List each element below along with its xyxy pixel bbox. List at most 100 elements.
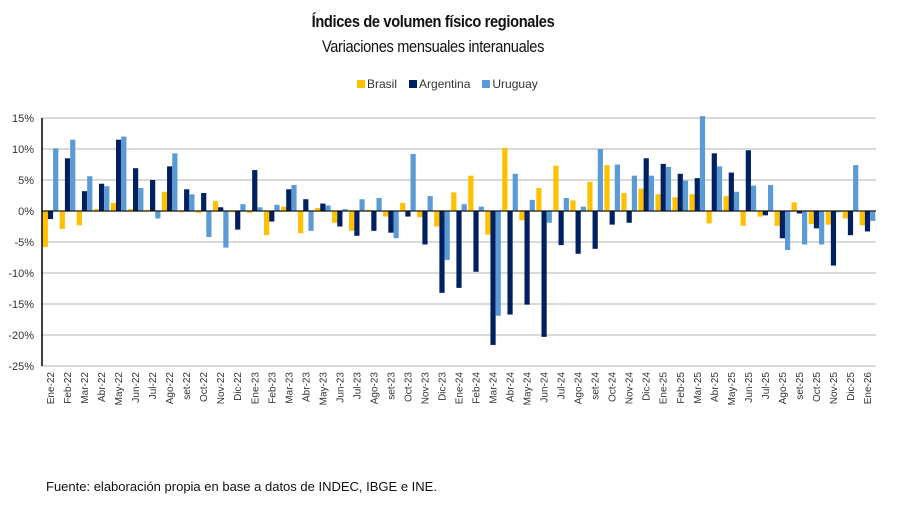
x-tick-label: Oct-23 xyxy=(403,372,414,402)
bar-argentina-set-24 xyxy=(592,211,598,249)
bar-argentina-dic-23 xyxy=(439,211,445,293)
bar-uruguay-may-24 xyxy=(529,199,535,211)
bar-uruguay-jul-24 xyxy=(563,197,569,211)
x-tick-label: Jul-25 xyxy=(761,372,772,400)
x-tick-label: Ago-24 xyxy=(574,372,585,405)
y-tick-label: 15% xyxy=(12,113,34,125)
x-tick-label: Abr-24 xyxy=(506,372,517,402)
x-tick-label: Nov-24 xyxy=(625,372,636,405)
chart-legend: Brasil Argentina Uruguay xyxy=(357,77,538,91)
x-tick-label: Feb-22 xyxy=(63,372,74,404)
bar-brasil-dic-24 xyxy=(638,188,644,211)
bar-argentina-ago-25 xyxy=(779,211,785,239)
x-tick-label: Dic-24 xyxy=(642,372,653,401)
bar-brasil-abr-24 xyxy=(502,147,508,211)
bar-brasil-jul-24 xyxy=(553,165,559,211)
bar-argentina-feb-22 xyxy=(64,158,71,211)
bar-brasil-nov-24 xyxy=(621,193,627,211)
bar-uruguay-oct-25 xyxy=(819,211,825,245)
bar-brasil-abr-25 xyxy=(706,211,712,224)
bar-argentina-ene-23 xyxy=(252,170,258,211)
bar-uruguay-ago-25 xyxy=(784,211,791,251)
x-tick-label: Jul-22 xyxy=(148,372,159,400)
bar-brasil-may-25 xyxy=(723,196,729,211)
bar-uruguay-set-24 xyxy=(597,149,603,211)
legend-swatch-uruguay xyxy=(482,80,491,88)
bar-brasil-ago-24 xyxy=(570,200,576,211)
bar-argentina-ago-23 xyxy=(371,211,377,231)
y-tick-label: -25% xyxy=(8,361,34,373)
bar-argentina-oct-24 xyxy=(609,211,615,225)
bar-argentina-dic-22 xyxy=(235,211,241,230)
bar-argentina-jul-24 xyxy=(558,211,564,246)
bar-brasil-set-23 xyxy=(383,211,389,217)
y-tick-label: -20% xyxy=(8,330,34,342)
bar-argentina-ene-24 xyxy=(456,211,462,288)
y-axis-ticks: 15% 10% 5% 0% -5% -10% -15% -20% -25% xyxy=(8,113,34,373)
bar-uruguay-set-25 xyxy=(802,211,808,245)
chart-subtitle: Variaciones mensuales interanuales xyxy=(321,37,545,56)
bar-argentina-ene-22 xyxy=(47,211,54,220)
legend-item-brasil: Brasil xyxy=(357,77,397,91)
bar-argentina-mar-24 xyxy=(490,211,496,345)
bar-uruguay-ene-25 xyxy=(665,166,672,211)
bar-brasil-ago-25 xyxy=(774,211,780,226)
bar-uruguay-oct-22 xyxy=(206,211,212,238)
bar-uruguay-feb-25 xyxy=(682,180,689,211)
bar-argentina-may-24 xyxy=(524,211,530,305)
bar-brasil-ene-24 xyxy=(451,192,457,211)
bar-uruguay-may-25 xyxy=(733,191,740,211)
bar-argentina-ago-24 xyxy=(575,211,581,254)
legend-swatch-brasil xyxy=(357,80,365,88)
bar-argentina-abr-22 xyxy=(98,183,105,211)
bar-argentina-abr-25 xyxy=(711,153,717,211)
bar-uruguay-may-23 xyxy=(325,205,331,211)
x-tick-label: set-25 xyxy=(795,372,806,400)
x-tick-label: Jul-24 xyxy=(557,372,568,400)
bar-uruguay-ene-23 xyxy=(257,207,263,211)
bar-brasil-ene-25 xyxy=(655,194,661,211)
bar-uruguay-dic-25 xyxy=(853,165,859,211)
x-tick-label: Ene-25 xyxy=(659,372,670,405)
x-tick-label: Nov-22 xyxy=(216,372,227,405)
bar-argentina-mar-23 xyxy=(286,189,292,211)
bar-chart: 15% 10% 5% 0% -5% -10% -15% -20% -25% Ene-22 Feb-… xyxy=(8,113,876,406)
x-tick-label: Nov-25 xyxy=(829,372,840,405)
x-tick-label: Ene-23 xyxy=(250,372,261,405)
bar-brasil-mar-23 xyxy=(281,206,287,211)
x-tick-label: May-25 xyxy=(727,372,738,406)
x-tick-label: Dic-22 xyxy=(233,372,244,401)
bar-brasil-ago-22 xyxy=(161,191,168,211)
bar-uruguay-jul-25 xyxy=(767,184,774,211)
bar-uruguay-ago-23 xyxy=(376,197,382,211)
legend-item-argentina: Argentina xyxy=(409,77,470,91)
bar-argentina-feb-24 xyxy=(473,211,479,272)
bar-argentina-feb-25 xyxy=(677,173,683,211)
bar-brasil-jun-24 xyxy=(536,188,542,211)
bar-uruguay-may-22 xyxy=(121,136,127,211)
bar-uruguay-mar-24 xyxy=(495,211,501,316)
bar-uruguay-ene-26 xyxy=(870,211,876,221)
x-tick-label: Oct-22 xyxy=(199,372,210,402)
bar-brasil-feb-22 xyxy=(59,211,65,229)
bar-brasil-set-25 xyxy=(791,202,797,211)
bar-uruguay-jun-25 xyxy=(750,185,757,211)
bar-argentina-ago-22 xyxy=(167,166,173,211)
legend-label-argentina: Argentina xyxy=(419,77,471,91)
bar-argentina-jun-22 xyxy=(133,168,139,211)
x-tick-label: set-22 xyxy=(182,372,193,400)
chart-title: Índices de volumen físico regionales xyxy=(311,12,555,31)
x-tick-label: Jun-25 xyxy=(744,372,755,403)
x-tick-label: Ago-25 xyxy=(778,372,789,405)
bar-uruguay-abr-25 xyxy=(716,166,723,211)
bar-brasil-ene-26 xyxy=(859,211,865,226)
x-tick-label: Ago-22 xyxy=(165,372,176,405)
bar-uruguay-ago-22 xyxy=(172,153,178,211)
bar-brasil-oct-23 xyxy=(400,202,406,211)
bar-uruguay-mar-23 xyxy=(291,184,297,211)
bar-brasil-jul-23 xyxy=(349,211,355,231)
x-tick-label: Feb-24 xyxy=(472,372,483,404)
bar-brasil-ene-23 xyxy=(246,211,253,213)
x-tick-label: May-23 xyxy=(318,372,329,406)
bar-uruguay-ene-22 xyxy=(53,148,59,211)
